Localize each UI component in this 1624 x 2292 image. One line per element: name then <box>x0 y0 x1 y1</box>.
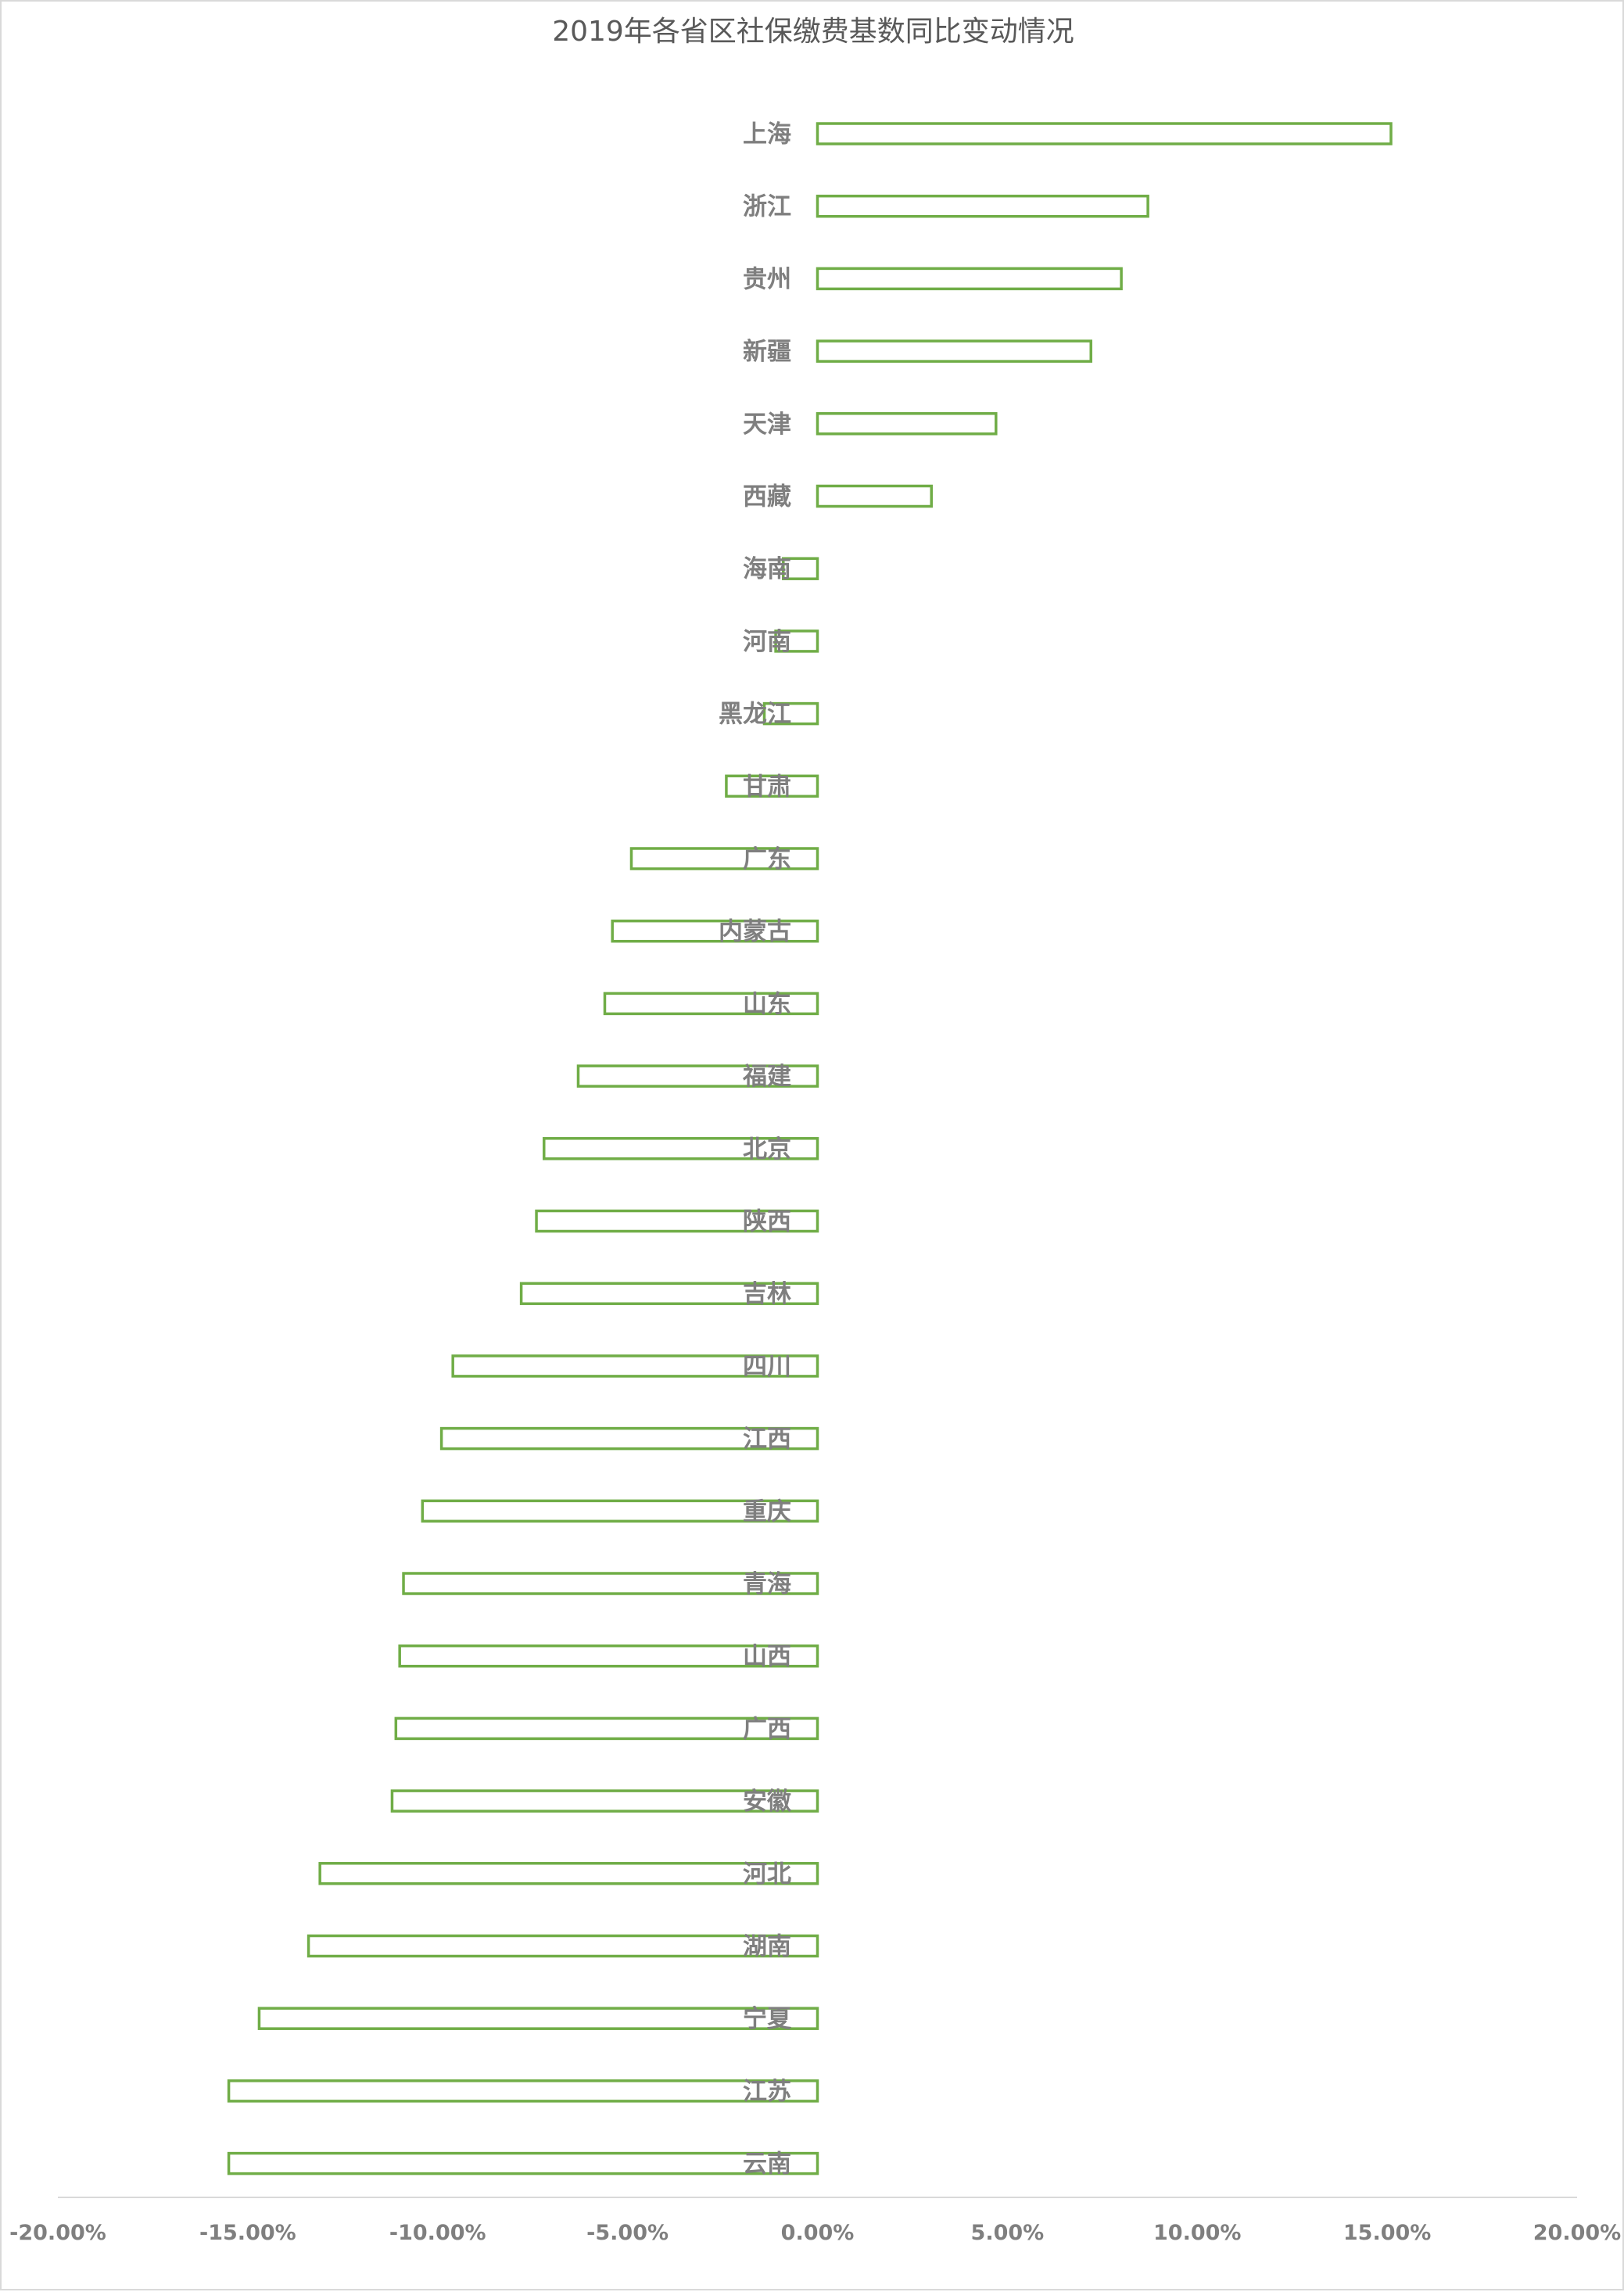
category-label: 海南 <box>743 555 791 583</box>
category-label: 西藏 <box>743 483 791 511</box>
bar <box>782 557 819 580</box>
category-label: 山东 <box>743 990 791 1018</box>
bar <box>257 2007 819 2030</box>
bar <box>816 484 933 508</box>
x-tick-label: 10.00% <box>1153 2221 1241 2245</box>
category-label: 甘肃 <box>743 773 791 801</box>
chart-title: 2019年各省区社保缴费基数同比变动情况 <box>552 16 1074 48</box>
bar <box>816 267 1123 291</box>
category-label: 山西 <box>743 1643 791 1671</box>
bar <box>816 122 1393 145</box>
bar <box>307 1934 819 1958</box>
category-labels: 上海浙江贵州新疆天津西藏海南河南黑龙江甘肃广东内蒙古山东福建北京陕西吉林四川江西… <box>719 120 792 2179</box>
category-label: 上海 <box>743 120 791 149</box>
bar <box>394 1716 819 1741</box>
x-tick-label: 5.00% <box>971 2221 1045 2245</box>
category-label: 浙江 <box>743 193 791 221</box>
x-tick-label: 20.00% <box>1533 2221 1621 2245</box>
bar <box>535 1209 819 1233</box>
category-label: 新疆 <box>743 338 791 366</box>
bar <box>816 339 1092 363</box>
category-label: 江西 <box>743 1426 791 1454</box>
x-tick-label: 0.00% <box>781 2221 855 2245</box>
bar <box>390 1789 819 1813</box>
bar <box>227 2151 819 2175</box>
category-label: 内蒙古 <box>719 918 791 946</box>
bar <box>816 194 1149 218</box>
bar <box>421 1499 819 1523</box>
category-label: 河南 <box>743 628 791 656</box>
category-label: 广西 <box>743 1715 791 1743</box>
bar <box>816 412 998 436</box>
category-label: 重庆 <box>743 1498 791 1526</box>
bar <box>576 1064 819 1088</box>
bar <box>611 919 819 943</box>
bar <box>725 774 819 798</box>
bar <box>398 1644 819 1668</box>
x-tick-label: 15.00% <box>1343 2221 1431 2245</box>
bar <box>451 1354 819 1378</box>
x-tick-label: -5.00% <box>586 2221 669 2245</box>
x-axis-tick-labels: -20.00% -15.00% -10.00% -5.00% 0.00% 5.00% 10.… <box>9 2221 1621 2245</box>
bar <box>439 1426 819 1451</box>
bar <box>227 2079 819 2103</box>
x-tick-label: -15.00% <box>199 2221 296 2245</box>
category-label: 贵州 <box>743 265 791 293</box>
category-label: 福建 <box>742 1063 791 1091</box>
category-label: 北京 <box>743 1135 791 1164</box>
bars-layer <box>227 122 1393 2175</box>
category-label: 青海 <box>743 1570 791 1598</box>
bar <box>603 992 819 1016</box>
category-label: 四川 <box>743 1353 791 1381</box>
category-label: 广东 <box>743 845 791 873</box>
bar <box>774 629 819 653</box>
bar <box>519 1282 819 1305</box>
x-tick-label: -20.00% <box>9 2221 106 2245</box>
category-label: 宁夏 <box>743 2005 792 2033</box>
bar <box>762 701 819 726</box>
category-label: 河北 <box>743 1860 791 1888</box>
bar <box>543 1137 819 1160</box>
category-label: 天津 <box>743 411 791 439</box>
category-label: 吉林 <box>743 1280 791 1308</box>
category-label: 安徽 <box>743 1788 792 1816</box>
bar <box>629 847 819 870</box>
category-label: 江苏 <box>743 2078 791 2106</box>
x-tick-label: -10.00% <box>389 2221 486 2245</box>
bar <box>318 1862 819 1885</box>
category-label: 陕西 <box>743 1208 791 1236</box>
category-label: 云南 <box>743 2150 791 2179</box>
category-label: 湖南 <box>743 1933 791 1961</box>
bar <box>402 1572 819 1595</box>
category-label: 黑龙江 <box>719 701 791 729</box>
